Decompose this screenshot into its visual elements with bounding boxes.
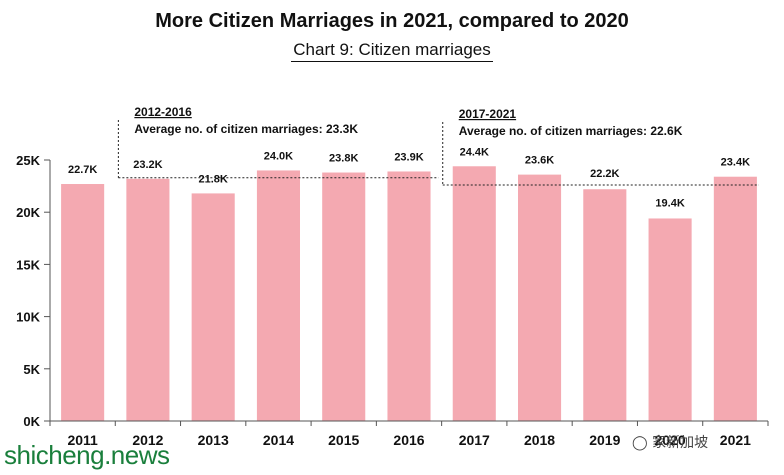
value-label-2015: 23.8K <box>329 153 358 165</box>
x-tick-label: 2017 <box>459 432 490 448</box>
value-label-2017: 24.4K <box>460 146 489 158</box>
annotation-text: Average no. of citizen marriages: 22.6K <box>459 124 683 138</box>
bar-2013 <box>191 193 235 421</box>
x-tick-label: 2012 <box>132 432 163 448</box>
y-tick-label: 25K <box>16 153 40 168</box>
annotation-period: 2017-2021 <box>459 107 517 121</box>
value-label-2016: 23.9K <box>394 151 423 163</box>
wechat-label: 家新加坡 <box>652 435 709 451</box>
value-label-2014: 24.0K <box>264 150 293 162</box>
value-label-2011: 22.7K <box>68 164 97 176</box>
bar-2020 <box>648 218 692 421</box>
annotation-period: 2012-2016 <box>134 105 192 119</box>
value-label-2020: 19.4K <box>655 197 684 209</box>
chart-subtitle: Chart 9: Citizen marriages <box>0 40 784 62</box>
wechat-watermark: ◯ 家新加坡 <box>632 432 708 452</box>
bar-2012 <box>126 178 170 421</box>
y-tick-label: 0K <box>23 414 40 429</box>
y-tick-label: 10K <box>16 310 40 325</box>
bar-2017 <box>452 166 496 421</box>
bar-2016 <box>387 171 431 421</box>
x-tick-label: 2021 <box>720 432 751 448</box>
x-tick-label: 2011 <box>67 432 98 448</box>
bar-2015 <box>322 172 366 421</box>
value-label-2013: 21.8K <box>199 173 228 185</box>
annotation-text: Average no. of citizen marriages: 23.3K <box>134 122 358 136</box>
x-tick-label: 2018 <box>524 432 555 448</box>
y-tick-label: 5K <box>23 362 40 377</box>
x-tick-label: 2015 <box>328 432 359 448</box>
bar-2011 <box>61 184 105 421</box>
value-label-2018: 23.6K <box>525 155 554 167</box>
chart-subtitle-text: Chart 9: Citizen marriages <box>291 40 493 62</box>
y-tick-label: 15K <box>16 257 40 272</box>
watermark-text: shicheng.news <box>4 440 170 470</box>
x-tick-label: 2019 <box>589 432 620 448</box>
value-label-2012: 23.2K <box>133 159 162 171</box>
y-tick-label: 20K <box>16 205 40 220</box>
value-label-2019: 22.2K <box>590 168 619 180</box>
x-tick-label: 2013 <box>198 432 229 448</box>
bar-2018 <box>518 174 562 421</box>
x-tick-label: 2014 <box>263 432 294 448</box>
x-tick-label: 2016 <box>393 432 424 448</box>
bar-2021 <box>713 176 757 421</box>
chart-title: More Citizen Marriages in 2021, compared… <box>155 10 629 32</box>
bar-2014 <box>256 170 300 421</box>
x-tick-label: 2020 <box>655 432 686 448</box>
bar-2019 <box>583 189 627 421</box>
wechat-icon: ◯ <box>632 435 648 451</box>
value-label-2021: 23.4K <box>721 157 750 169</box>
